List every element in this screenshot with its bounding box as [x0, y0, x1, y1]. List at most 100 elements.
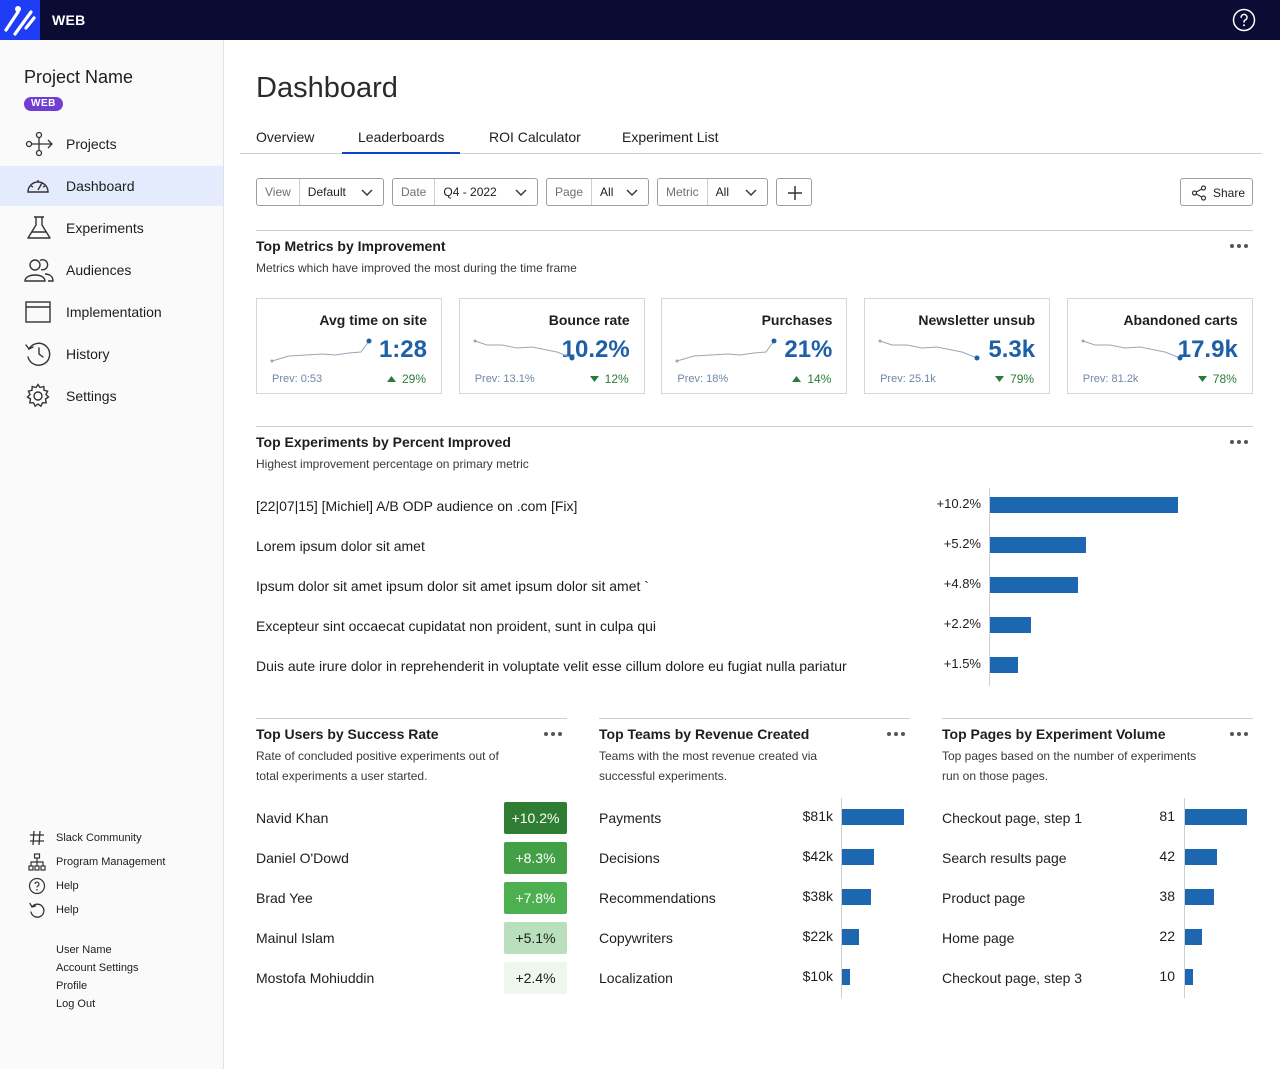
share-button[interactable]: Share [1180, 178, 1253, 206]
sidebar-item-dashboard[interactable]: Dashboard [0, 166, 223, 206]
tab-leaderboards[interactable]: Leaderboards [341, 129, 461, 154]
page-name[interactable]: Checkout page, step 1 [942, 810, 1083, 826]
metric-card[interactable]: Avg time on site 1:28 Prev: 0:53 29% [256, 298, 442, 394]
metric-previous: Prev: 0:53 [272, 373, 323, 385]
chart-axis [989, 488, 990, 686]
log-out-link[interactable]: Log Out [56, 998, 96, 1010]
user-name[interactable]: Brad Yee [256, 890, 313, 906]
sparkline [270, 338, 372, 363]
metric-name: Purchases [761, 312, 833, 328]
sidebar-item-audiences[interactable]: Audiences [0, 250, 223, 290]
experiment-name[interactable]: Duis aute irure dolor in reprehenderit i… [256, 658, 847, 674]
more-options-icon[interactable] [543, 730, 563, 738]
hash-icon [30, 830, 44, 846]
help-undo-link[interactable]: Help [28, 900, 79, 920]
sidebar-item-label: Audiences [66, 262, 132, 278]
view-filter-select[interactable]: View Default [256, 178, 384, 206]
tab-overview[interactable]: Overview [256, 129, 315, 145]
add-filter-button[interactable] [776, 178, 812, 206]
tab-experiment-list[interactable]: Experiment List [622, 129, 719, 145]
page-name[interactable]: Product page [942, 890, 1026, 906]
sidebar-item-experiments[interactable]: Experiments [0, 208, 223, 248]
sidebar-item-implementation[interactable]: Implementation [0, 292, 223, 332]
experiment-name[interactable]: [22|07|15] [Michiel] A/B ODP audience on… [256, 498, 578, 514]
section-title: Top Teams by Revenue Created [599, 726, 810, 742]
undo-icon [29, 902, 45, 918]
triangle-down-icon [1197, 376, 1207, 382]
window-icon [25, 301, 51, 323]
metric-name: Bounce rate [548, 312, 630, 328]
page-name[interactable]: Search results page [942, 850, 1067, 866]
page-filter-select[interactable]: Page All [546, 178, 649, 206]
tab-roi-calculator[interactable]: ROI Calculator [489, 129, 581, 145]
user-name[interactable]: Mainul Islam [256, 930, 335, 946]
section-divider [942, 718, 1253, 719]
logo-icon[interactable] [0, 0, 40, 40]
user-name[interactable]: User Name [56, 944, 112, 956]
team-revenue-bar [842, 809, 904, 825]
experiment-name[interactable]: Excepteur sint occaecat cupidatat non pr… [256, 618, 657, 634]
experiment-bar [990, 657, 1018, 673]
metric-value: 1:28 [378, 336, 427, 363]
team-revenue-bar [842, 849, 874, 865]
sidebar-item-projects[interactable]: Projects [0, 124, 223, 164]
help-link[interactable]: Help [28, 876, 79, 896]
experiment-bar [990, 537, 1086, 553]
metric-change: 29% [386, 372, 426, 386]
more-options-icon[interactable] [1229, 730, 1249, 738]
sidebar-item-label: History [66, 346, 110, 362]
project-name[interactable]: Project Name [24, 67, 134, 87]
team-name[interactable]: Copywriters [599, 930, 673, 946]
more-options-icon[interactable] [1229, 242, 1249, 250]
success-rate-badge: +7.8% [504, 882, 567, 914]
page-volume-bar [1185, 889, 1214, 905]
chevron-down-icon [515, 189, 527, 196]
page-name[interactable]: Home page [942, 930, 1015, 946]
date-filter-select[interactable]: Date Q4 - 2022 [392, 178, 538, 206]
experiment-name[interactable]: Lorem ipsum dolor sit amet [256, 538, 425, 554]
chart-axis [1184, 798, 1185, 998]
sidebar-item-history[interactable]: History [0, 334, 223, 374]
page-name[interactable]: Checkout page, step 3 [942, 970, 1083, 986]
team-revenue-bar [842, 929, 859, 945]
tab-bar: Overview Leaderboards ROI Calculator Exp… [240, 120, 1262, 154]
section-title: Top Metrics by Improvement [256, 238, 446, 254]
more-options-icon[interactable] [1229, 438, 1249, 446]
help-circle-icon[interactable] [1232, 8, 1256, 32]
triangle-up-icon [792, 376, 802, 382]
page-volume-bar [1185, 809, 1247, 825]
metric-card[interactable]: Purchases 21% Prev: 18% 14% [661, 298, 848, 394]
experiment-value: +4.8% [943, 576, 981, 591]
account-settings-link[interactable]: Account Settings [56, 962, 139, 974]
metric-change: 12% [589, 372, 629, 386]
success-rate-badge: +8.3% [504, 842, 567, 874]
user-name[interactable]: Navid Khan [256, 810, 329, 826]
profile-link[interactable]: Profile [56, 980, 88, 992]
metric-card[interactable]: Newsletter unsub 5.3k Prev: 25.1k 79% [864, 298, 1051, 394]
more-options-icon[interactable] [886, 730, 906, 738]
metric-name: Newsletter unsub [918, 312, 1036, 328]
team-name[interactable]: Decisions [599, 850, 660, 866]
section-divider [256, 426, 1253, 427]
page-volume-bar [1185, 929, 1202, 945]
metric-card[interactable]: Abandoned carts 17.9k Prev: 81.2k 78% [1066, 298, 1253, 394]
sidebar-item-label: Settings [66, 388, 117, 404]
experiment-name[interactable]: Ipsum dolor sit amet ipsum dolor sit ame… [256, 578, 649, 594]
user-name[interactable]: Mostofa Mohiuddin [256, 970, 375, 986]
triangle-down-icon [995, 376, 1005, 382]
metric-previous: Prev: 13.1% [474, 373, 535, 385]
sparkline [675, 338, 777, 363]
metric-filter-select[interactable]: Metric All [657, 178, 768, 206]
team-name[interactable]: Payments [599, 810, 662, 826]
experiment-value: +2.2% [943, 616, 981, 631]
sidebar-item-settings[interactable]: Settings [0, 376, 223, 416]
user-name[interactable]: Daniel O'Dowd [256, 850, 349, 866]
metric-previous: Prev: 81.2k [1082, 373, 1139, 385]
team-name[interactable]: Localization [599, 970, 673, 986]
team-name[interactable]: Recommendations [599, 890, 716, 906]
metric-change: 79% [995, 372, 1034, 386]
program-management-link[interactable]: Program Management [28, 852, 165, 872]
experiment-value: +5.2% [943, 536, 981, 551]
slack-community-link[interactable]: Slack Community [28, 828, 142, 848]
metric-card[interactable]: Bounce rate 10.2% Prev: 13.1% 12% [458, 298, 645, 394]
